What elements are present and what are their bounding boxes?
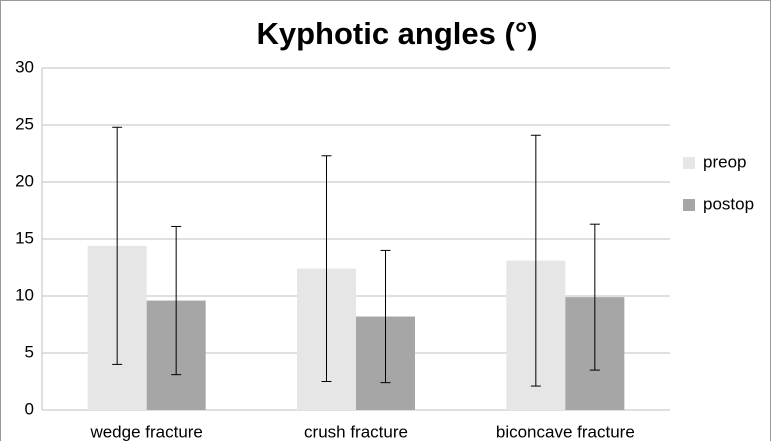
legend-label: postop	[703, 194, 754, 213]
y-tick-label: 5	[25, 342, 34, 361]
y-tick-label: 25	[15, 114, 34, 133]
y-tick-label: 30	[15, 57, 34, 76]
y-tick-label: 15	[15, 228, 34, 247]
x-tick-label: wedge fracture	[89, 422, 202, 441]
y-tick-label: 10	[15, 285, 34, 304]
legend-swatch	[683, 157, 695, 169]
x-tick-label: crush fracture	[304, 422, 408, 441]
x-tick-label: biconcave fracture	[496, 422, 635, 441]
y-tick-label: 20	[15, 171, 34, 190]
legend-label: preop	[703, 152, 746, 171]
y-tick-label: 0	[25, 399, 34, 418]
chart-title: Kyphotic angles (°)	[256, 16, 537, 51]
legend-swatch	[683, 199, 695, 211]
